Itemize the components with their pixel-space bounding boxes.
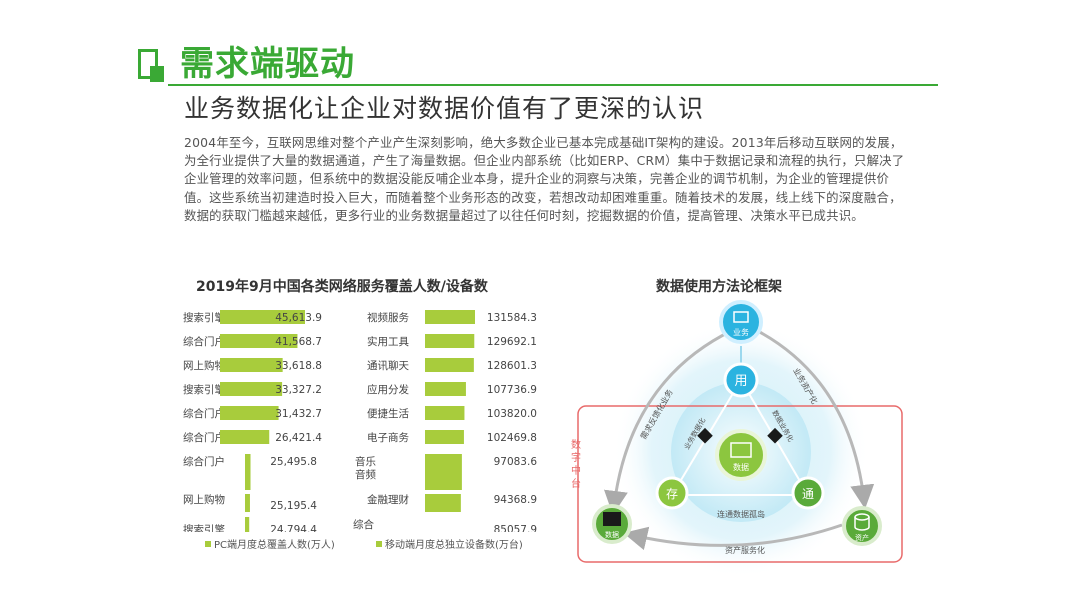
pc-category-label: 网上购物 xyxy=(183,493,225,506)
center-node xyxy=(715,429,767,481)
pc-bar xyxy=(245,494,250,512)
mobile-category-label-line2: 资讯 xyxy=(353,531,374,532)
bottom-inner-label: 连通数据孤岛 xyxy=(717,509,765,519)
pc-bar xyxy=(245,517,250,532)
mobile-category-label: 通讯聊天 xyxy=(367,359,409,372)
legend-swatch-pc xyxy=(205,540,211,547)
middle-platform-box xyxy=(577,405,903,563)
store-label: 存 xyxy=(666,487,678,501)
data-node-label: 数据 xyxy=(605,530,619,539)
legend-label-mobile: 移动端月度总独立设备数(万台) xyxy=(385,540,523,551)
mobile-bar xyxy=(425,310,475,324)
pc-value-label: 33,327.2 xyxy=(275,384,322,396)
diagram-title: 数据使用方法论框架 xyxy=(656,279,782,295)
mobile-value-label: 94368.9 xyxy=(494,494,537,506)
mobile-bar xyxy=(425,358,474,372)
use-label: 用 xyxy=(734,374,747,389)
pc-value-label: 24,794.4 xyxy=(270,524,317,532)
pc-value-label: 31,432.7 xyxy=(275,408,322,420)
pc-bar xyxy=(220,310,305,324)
title-square-icon xyxy=(138,49,164,82)
pc-value-label: 26,421.4 xyxy=(275,432,322,444)
mobile-bar xyxy=(425,334,475,348)
pc-bar xyxy=(220,430,270,444)
pc-bar xyxy=(220,406,279,420)
mobile-bar xyxy=(425,406,465,420)
legend-pc: PC端月度总覆盖人数(万人) xyxy=(205,536,335,551)
mobile-bar xyxy=(425,430,464,444)
pc-value-label: 33,618.8 xyxy=(275,360,322,372)
title-divider xyxy=(168,84,938,86)
outer-right-arc xyxy=(755,328,875,509)
pc-value-label: 41,568.7 xyxy=(275,336,322,348)
bar-chart: 搜索引擎 45,613.9 综合门户 41,568.7 网上购物 33,618.8 搜索引擎… xyxy=(183,310,538,532)
pc-category-label: 网上购物 xyxy=(183,359,225,372)
use-node xyxy=(723,362,759,398)
outer-bottom-arc xyxy=(623,523,843,551)
mobile-value-label: 103820.0 xyxy=(487,408,537,420)
bottom-outer-label: 资产服务化 xyxy=(725,545,765,555)
pc-value-label: 25,195.4 xyxy=(270,500,317,512)
pc-category-label: 搜索引擎 xyxy=(183,523,225,532)
mobile-bar xyxy=(425,382,466,396)
page-subtitle: 业务数据化让企业对数据价值有了更深的认识 xyxy=(184,94,705,123)
mobile-category-label: 综合 xyxy=(353,518,374,531)
pc-bar xyxy=(220,358,283,372)
store-node xyxy=(655,476,689,510)
pc-category-label: 搜索引擎 xyxy=(183,311,225,324)
connect-node xyxy=(791,476,825,510)
pc-category-label: 综合门户 xyxy=(183,335,225,348)
pc-bar xyxy=(220,334,298,348)
diamond-left-icon xyxy=(697,427,713,444)
asset-node-label: 资产 xyxy=(855,533,869,542)
pc-category-label: 搜索引擎 xyxy=(183,383,225,396)
center-label: 数据 xyxy=(733,462,749,472)
mobile-category-label: 视频服务 xyxy=(367,311,409,324)
middle-platform-label: 数字中台 xyxy=(571,438,581,490)
pc-value-label: 25,495.8 xyxy=(270,456,317,468)
mobile-value-label: 102469.8 xyxy=(487,432,537,444)
pc-category-label: 综合门户 xyxy=(183,431,225,444)
business-icon xyxy=(733,311,749,323)
mobile-category-label: 应用分发 xyxy=(367,383,409,396)
mobile-value-label: 131584.3 xyxy=(487,312,537,324)
methodology-diagram: 业务 用 数据 存 通 数据 资产 需求反馈化业务 业务资产化 业务数据化 数据… xyxy=(571,300,903,576)
business-label: 业务 xyxy=(733,327,749,337)
mobile-value-label: 128601.3 xyxy=(487,360,537,372)
pc-bar xyxy=(245,454,251,490)
mobile-category-label: 电子商务 xyxy=(367,431,409,444)
mobile-value-label: 85057.9 xyxy=(494,524,537,532)
pc-value-label: 45,613.9 xyxy=(275,312,322,324)
mobile-bar xyxy=(425,454,462,490)
mobile-bar xyxy=(425,494,461,512)
connect-label: 通 xyxy=(802,487,814,501)
mobile-value-label: 97083.6 xyxy=(494,456,538,468)
mobile-value-label: 129692.1 xyxy=(487,336,537,348)
pc-category-label: 综合门户 xyxy=(183,455,225,468)
mobile-category-label: 便捷生活 xyxy=(367,407,409,420)
asset-node xyxy=(842,506,882,546)
page-title: 需求端驱动 xyxy=(180,44,355,84)
outer-left-arc xyxy=(603,328,734,515)
mobile-category-label: 金融理财 xyxy=(367,493,409,506)
pc-category-label: 综合门户 xyxy=(183,407,225,420)
mobile-category-label-line2: 音频 xyxy=(355,468,376,481)
chart-title: 2019年9月中国各类网络服务覆盖人数/设备数 xyxy=(196,279,488,295)
data-node-icon xyxy=(603,512,621,526)
intro-paragraph: 2004年至今，互联网思维对整个产业产生深刻影响，绝大多数企业已基本完成基础IT… xyxy=(184,135,905,223)
center-chart-icon xyxy=(730,442,752,458)
legend-mobile: 移动端月度总独立设备数(万台) xyxy=(376,536,523,551)
pc-bar xyxy=(220,382,283,396)
database-body-icon xyxy=(854,517,870,531)
mobile-value-label: 107736.9 xyxy=(487,384,537,396)
diamond-right-icon xyxy=(767,427,783,444)
legend-swatch-mobile xyxy=(376,540,382,547)
mobile-category-label: 实用工具 xyxy=(367,335,409,348)
mobile-category-label: 音乐 xyxy=(355,455,376,468)
legend-label-pc: PC端月度总覆盖人数(万人) xyxy=(214,540,335,551)
